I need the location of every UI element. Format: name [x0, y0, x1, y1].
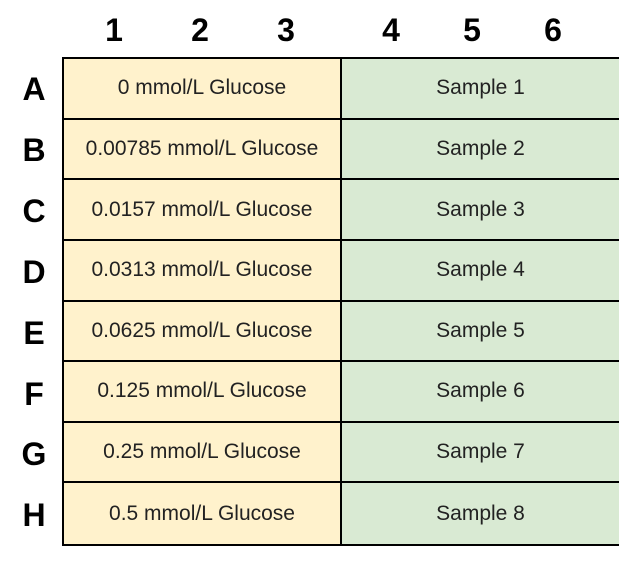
standard-cell-a: 0 mmol/L Glucose [64, 59, 342, 120]
sample-cell-c: Sample 3 [342, 180, 619, 241]
row-header-d: D [22, 254, 46, 290]
column-header-6: 6 [544, 12, 562, 48]
standard-cell-c: 0.0157 mmol/L Glucose [64, 180, 342, 241]
row-header-h: H [22, 497, 46, 533]
row-header-b: B [22, 132, 46, 168]
column-header-5: 5 [463, 12, 481, 48]
column-header-3: 3 [277, 12, 295, 48]
standard-cell-b: 0.00785 mmol/L Glucose [64, 119, 342, 181]
standard-cell-d: 0.0313 mmol/L Glucose [64, 240, 342, 302]
column-header-4: 4 [382, 12, 400, 48]
column-header-2: 2 [191, 12, 209, 48]
plate-layout-grid: 0 mmol/L Glucose Sample 1 0.00785 mmol/L… [62, 57, 619, 546]
row-header-g: G [21, 436, 47, 472]
sample-cell-g: Sample 7 [342, 422, 619, 484]
row-header-c: C [22, 193, 46, 229]
sample-cell-b: Sample 2 [342, 119, 619, 181]
sample-cell-a: Sample 1 [342, 59, 619, 120]
sample-cell-h: Sample 8 [342, 483, 619, 544]
row-header-a: A [22, 71, 46, 107]
standard-cell-h: 0.5 mmol/L Glucose [64, 483, 342, 544]
sample-cell-d: Sample 4 [342, 240, 619, 302]
sample-cell-e: Sample 5 [342, 301, 619, 363]
standard-cell-e: 0.0625 mmol/L Glucose [64, 301, 342, 363]
column-header-1: 1 [105, 12, 123, 48]
standard-cell-f: 0.125 mmol/L Glucose [64, 362, 342, 423]
row-header-e: E [23, 315, 45, 351]
row-header-f: F [24, 376, 44, 412]
standard-cell-g: 0.25 mmol/L Glucose [64, 422, 342, 484]
sample-cell-f: Sample 6 [342, 362, 619, 423]
